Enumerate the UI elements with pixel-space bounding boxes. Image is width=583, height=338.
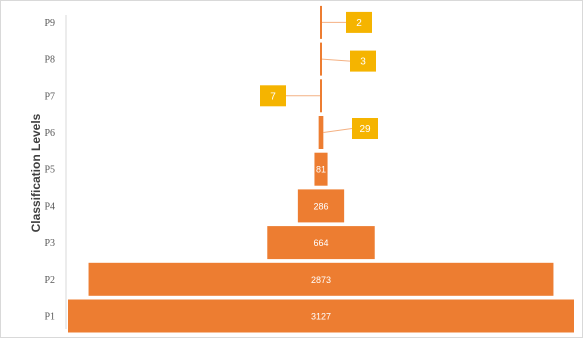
bar-p7 bbox=[320, 79, 322, 113]
category-label-p3: P3 bbox=[44, 238, 55, 249]
category-labels-layer: P1 P2 P3 P4 P5 P6 P7 P8 P9 bbox=[44, 18, 55, 323]
data-label-p7: 7 bbox=[270, 91, 276, 102]
data-label-p4: 286 bbox=[313, 201, 328, 211]
callout-box-p6 bbox=[352, 118, 378, 139]
y-axis-title-group: Classification Levels bbox=[29, 113, 43, 232]
category-label-p9: P9 bbox=[44, 18, 55, 29]
callouts-layer: 29 7 3 2 bbox=[260, 11, 378, 139]
data-label-p3: 664 bbox=[313, 238, 328, 248]
bar-p2 bbox=[88, 262, 554, 296]
data-label-p9: 2 bbox=[356, 18, 362, 29]
callout-box-p9 bbox=[346, 11, 372, 33]
category-label-p7: P7 bbox=[44, 91, 55, 102]
callout-leader-p6 bbox=[323, 128, 353, 133]
bar-p6 bbox=[318, 116, 324, 149]
data-label-p2: 2873 bbox=[311, 275, 331, 285]
category-label-p2: P2 bbox=[44, 275, 55, 286]
category-label-p8: P8 bbox=[44, 55, 55, 66]
callout-leader-p8 bbox=[321, 58, 351, 62]
data-label-p8: 3 bbox=[360, 57, 366, 68]
bar-p9 bbox=[320, 5, 322, 39]
bar-p1 bbox=[68, 299, 574, 333]
bar-p8 bbox=[320, 42, 322, 76]
category-label-p4: P4 bbox=[44, 201, 55, 212]
bar-p3 bbox=[267, 226, 375, 260]
category-label-p5: P5 bbox=[44, 165, 55, 176]
category-label-p6: P6 bbox=[44, 128, 55, 139]
bar-p4 bbox=[297, 189, 345, 223]
data-label-p6: 29 bbox=[359, 124, 371, 135]
callout-box-p7 bbox=[260, 85, 286, 107]
bars-layer: 3127 2873 664 286 81 bbox=[68, 5, 574, 333]
callout-box-p8 bbox=[350, 50, 376, 72]
data-label-p5: 81 bbox=[316, 165, 326, 175]
data-label-p1: 3127 bbox=[311, 312, 331, 322]
y-axis-title: Classification Levels bbox=[29, 113, 43, 232]
bar-p5 bbox=[314, 152, 328, 186]
category-label-p1: P1 bbox=[44, 312, 55, 323]
